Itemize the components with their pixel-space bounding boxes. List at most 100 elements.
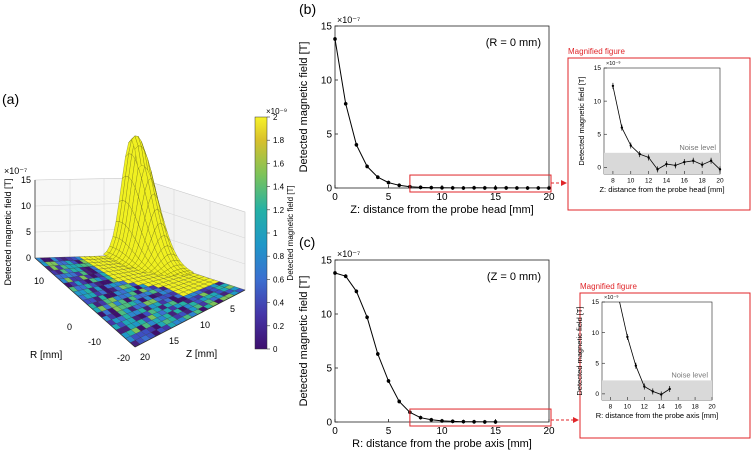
y-tick-label: 5 — [597, 131, 601, 138]
x-tick-label: 5 — [386, 192, 392, 203]
r-axis-label: R [mm] — [30, 350, 62, 361]
condition-annotation: (R = 0 mm) — [486, 37, 541, 49]
noise-band — [604, 152, 720, 174]
x-tick-label: 16 — [681, 178, 689, 185]
y-axis-exponent: ×10⁻⁹ — [604, 294, 619, 301]
colorbar-tick-label: 0.8 — [273, 252, 285, 261]
colorbar-tick-label: 1.6 — [273, 159, 285, 168]
colorbar-ticks: 2 1.8 1.6 1.4 1.2 1 0.8 0.6 0.4 0.2 0 — [267, 113, 285, 354]
z-tick-label: 10 — [21, 201, 31, 211]
surface-peak — [103, 135, 194, 277]
x-tick-label: 0 — [332, 192, 338, 203]
y-tick-label: 10 — [592, 330, 600, 337]
y-axis-label: Detected magnetic field [T] — [575, 306, 584, 395]
r-axis-line — [34, 257, 136, 348]
x-tick-label: 15 — [490, 192, 502, 203]
magnified-plot: Noise level 8 10 12 14 16 18 20 0 5 10 15 ×10⁻⁹ R: di… — [575, 294, 718, 420]
y-tick-label: 15 — [321, 255, 333, 266]
x-tick-label: 14 — [658, 404, 666, 411]
colorbar: ×10⁻⁹ 2 1.8 1.6 1.4 1.2 1 0.8 0.6 0.4 0.2 0 Detect… — [254, 107, 295, 354]
zpos-axis-label: Z [mm] — [186, 349, 217, 360]
series-line — [335, 272, 496, 422]
y-tick-label: 5 — [326, 129, 332, 140]
x-tick-label: 12 — [641, 404, 649, 411]
zpos-tick-label: 5 — [230, 304, 235, 314]
r-tick-label: 10 — [34, 276, 44, 286]
x-tick-label: 20 — [716, 178, 724, 185]
y-axis-label: Detected magnetic field [T] — [298, 42, 310, 173]
surface-facet — [186, 270, 194, 274]
plot-area — [334, 259, 550, 423]
x-tick-label: 0 — [332, 426, 338, 437]
r-tick-label: -20 — [117, 353, 130, 363]
x-tick-label: 8 — [611, 178, 615, 185]
x-tick-label: 5 — [386, 426, 392, 437]
y-axis-label: Detected magnetic field [T] — [298, 276, 310, 407]
x-axis-label: R: distance from the probe axis [mm] — [596, 411, 719, 420]
colorbar-tick-label: 0.4 — [273, 299, 285, 308]
panel-label-c: (c) — [299, 234, 315, 250]
colorbar-tick-label: 1.2 — [273, 206, 285, 215]
x-tick-label: 15 — [490, 426, 502, 437]
line-chart-r: 0 5 10 15 20 0 5 10 15 ×10⁻⁷ R: distance from the … — [298, 249, 555, 450]
heatmap-floor — [34, 254, 246, 348]
r-tick-label: -10 — [88, 337, 101, 347]
colorbar-tick-label: 0 — [273, 345, 278, 354]
magnified-plot: Noise level 8 10 12 14 16 18 20 0 5 10 15 ×10⁻⁹ Z: di… — [577, 60, 725, 194]
colorbar-tick-label: 1.4 — [273, 183, 285, 192]
y-tick-label: 15 — [594, 65, 602, 72]
magnify-region — [409, 174, 552, 193]
y-axis-exponent: ×10⁻⁹ — [606, 60, 621, 67]
y-tick-label: 5 — [595, 360, 599, 367]
panel-label-b: (b) — [299, 1, 316, 17]
colorbar-tick-label: 0.2 — [273, 322, 285, 331]
magnified-title: Magnified figure — [568, 47, 625, 56]
y-axis-exponent: ×10⁻⁷ — [337, 249, 360, 259]
noise-label: Noise level — [679, 143, 716, 152]
y-tick-label: 0 — [595, 391, 599, 398]
x-tick-label: 10 — [436, 426, 448, 437]
x-tick-label: 8 — [609, 404, 613, 411]
x-tick-label: 20 — [543, 426, 555, 437]
x-axis-label: R: distance from the probe axis [mm] — [352, 438, 532, 450]
magnified-title: Magnified figure — [580, 282, 637, 291]
x-tick-label: 20 — [708, 404, 716, 411]
zpos-tick-label: 20 — [140, 352, 150, 362]
x-tick-label: 10 — [627, 178, 635, 185]
y-axis-label: Detected magnetic field [T] — [577, 76, 586, 165]
z-axis-exponent: ×10⁻⁷ — [4, 166, 27, 176]
y-axis-exponent: ×10⁻⁷ — [337, 15, 360, 25]
colorbar-gradient — [254, 116, 268, 350]
noise-band — [602, 380, 712, 400]
x-tick-label: 16 — [675, 404, 683, 411]
surface-plot-3d: ×10⁻⁷ 15 10 5 0 Detected magnetic field … — [3, 135, 246, 363]
x-tick-label: 14 — [663, 178, 671, 185]
y-tick-label: 15 — [592, 299, 600, 306]
y-tick-label: 15 — [321, 21, 333, 32]
noise-label: Noise level — [671, 370, 708, 379]
y-tick-label: 5 — [326, 363, 332, 374]
x-tick-label: 20 — [543, 192, 555, 203]
y-tick-label: 0 — [597, 165, 601, 172]
y-tick-label: 10 — [594, 98, 602, 105]
x-axis-label: Z: distance from the probe head [mm] — [350, 204, 533, 216]
z-axis-label: Detected magnetic field [T] — [3, 178, 13, 285]
x-tick-label: 18 — [699, 178, 707, 185]
line-chart-z: 0 5 10 15 20 0 5 10 15 ×10⁻⁷ Z: distance from the … — [298, 15, 555, 216]
colorbar-tick-label: 2 — [273, 113, 278, 122]
y-tick-label: 0 — [326, 183, 332, 194]
y-tick-label: 0 — [326, 417, 332, 428]
r-tick-label: 0 — [67, 322, 72, 332]
x-tick-label: 10 — [436, 192, 448, 203]
colorbar-tick-label: 1.8 — [273, 136, 285, 145]
colorbar-label: Detected magnetic field [T] — [286, 185, 295, 280]
zpos-axis-line — [134, 289, 246, 348]
colorbar-exponent: ×10⁻⁹ — [266, 107, 287, 116]
z-tick-label: 5 — [26, 227, 31, 237]
panel-label-a: (a) — [2, 91, 19, 107]
zpos-tick-label: 10 — [200, 320, 210, 330]
z-tick-label: 15 — [21, 175, 31, 185]
x-tick-label: 18 — [691, 404, 699, 411]
condition-annotation: (Z = 0 mm) — [487, 271, 541, 283]
